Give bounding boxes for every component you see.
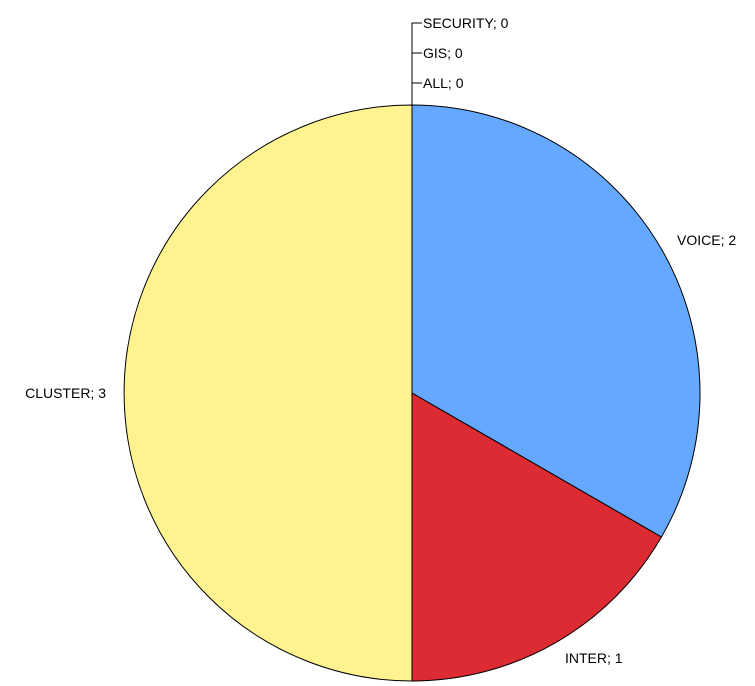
pie-slice-voice [411,104,701,538]
slice-label-cluster: CLUSTER; 3 [25,385,106,401]
slice-label-voice: VOICE; 2 [677,232,736,248]
slice-label-inter: INTER; 1 [565,650,623,666]
leader-line-all [411,82,422,105]
slice-label-gis: GIS; 0 [423,45,463,61]
slice-label-security: SECURITY; 0 [423,15,509,31]
pie-slice-cluster [123,104,413,682]
pie-slices [123,104,701,682]
pie-slice-inter [411,392,663,682]
pie-labels: VOICE; 2 INTER; 1 CLUSTER; 3 ALL; 0 GIS; 0 SE… [25,15,736,666]
leader-line-gis [411,52,422,105]
slice-label-all: ALL; 0 [423,75,464,91]
leader-line-security [411,22,422,105]
